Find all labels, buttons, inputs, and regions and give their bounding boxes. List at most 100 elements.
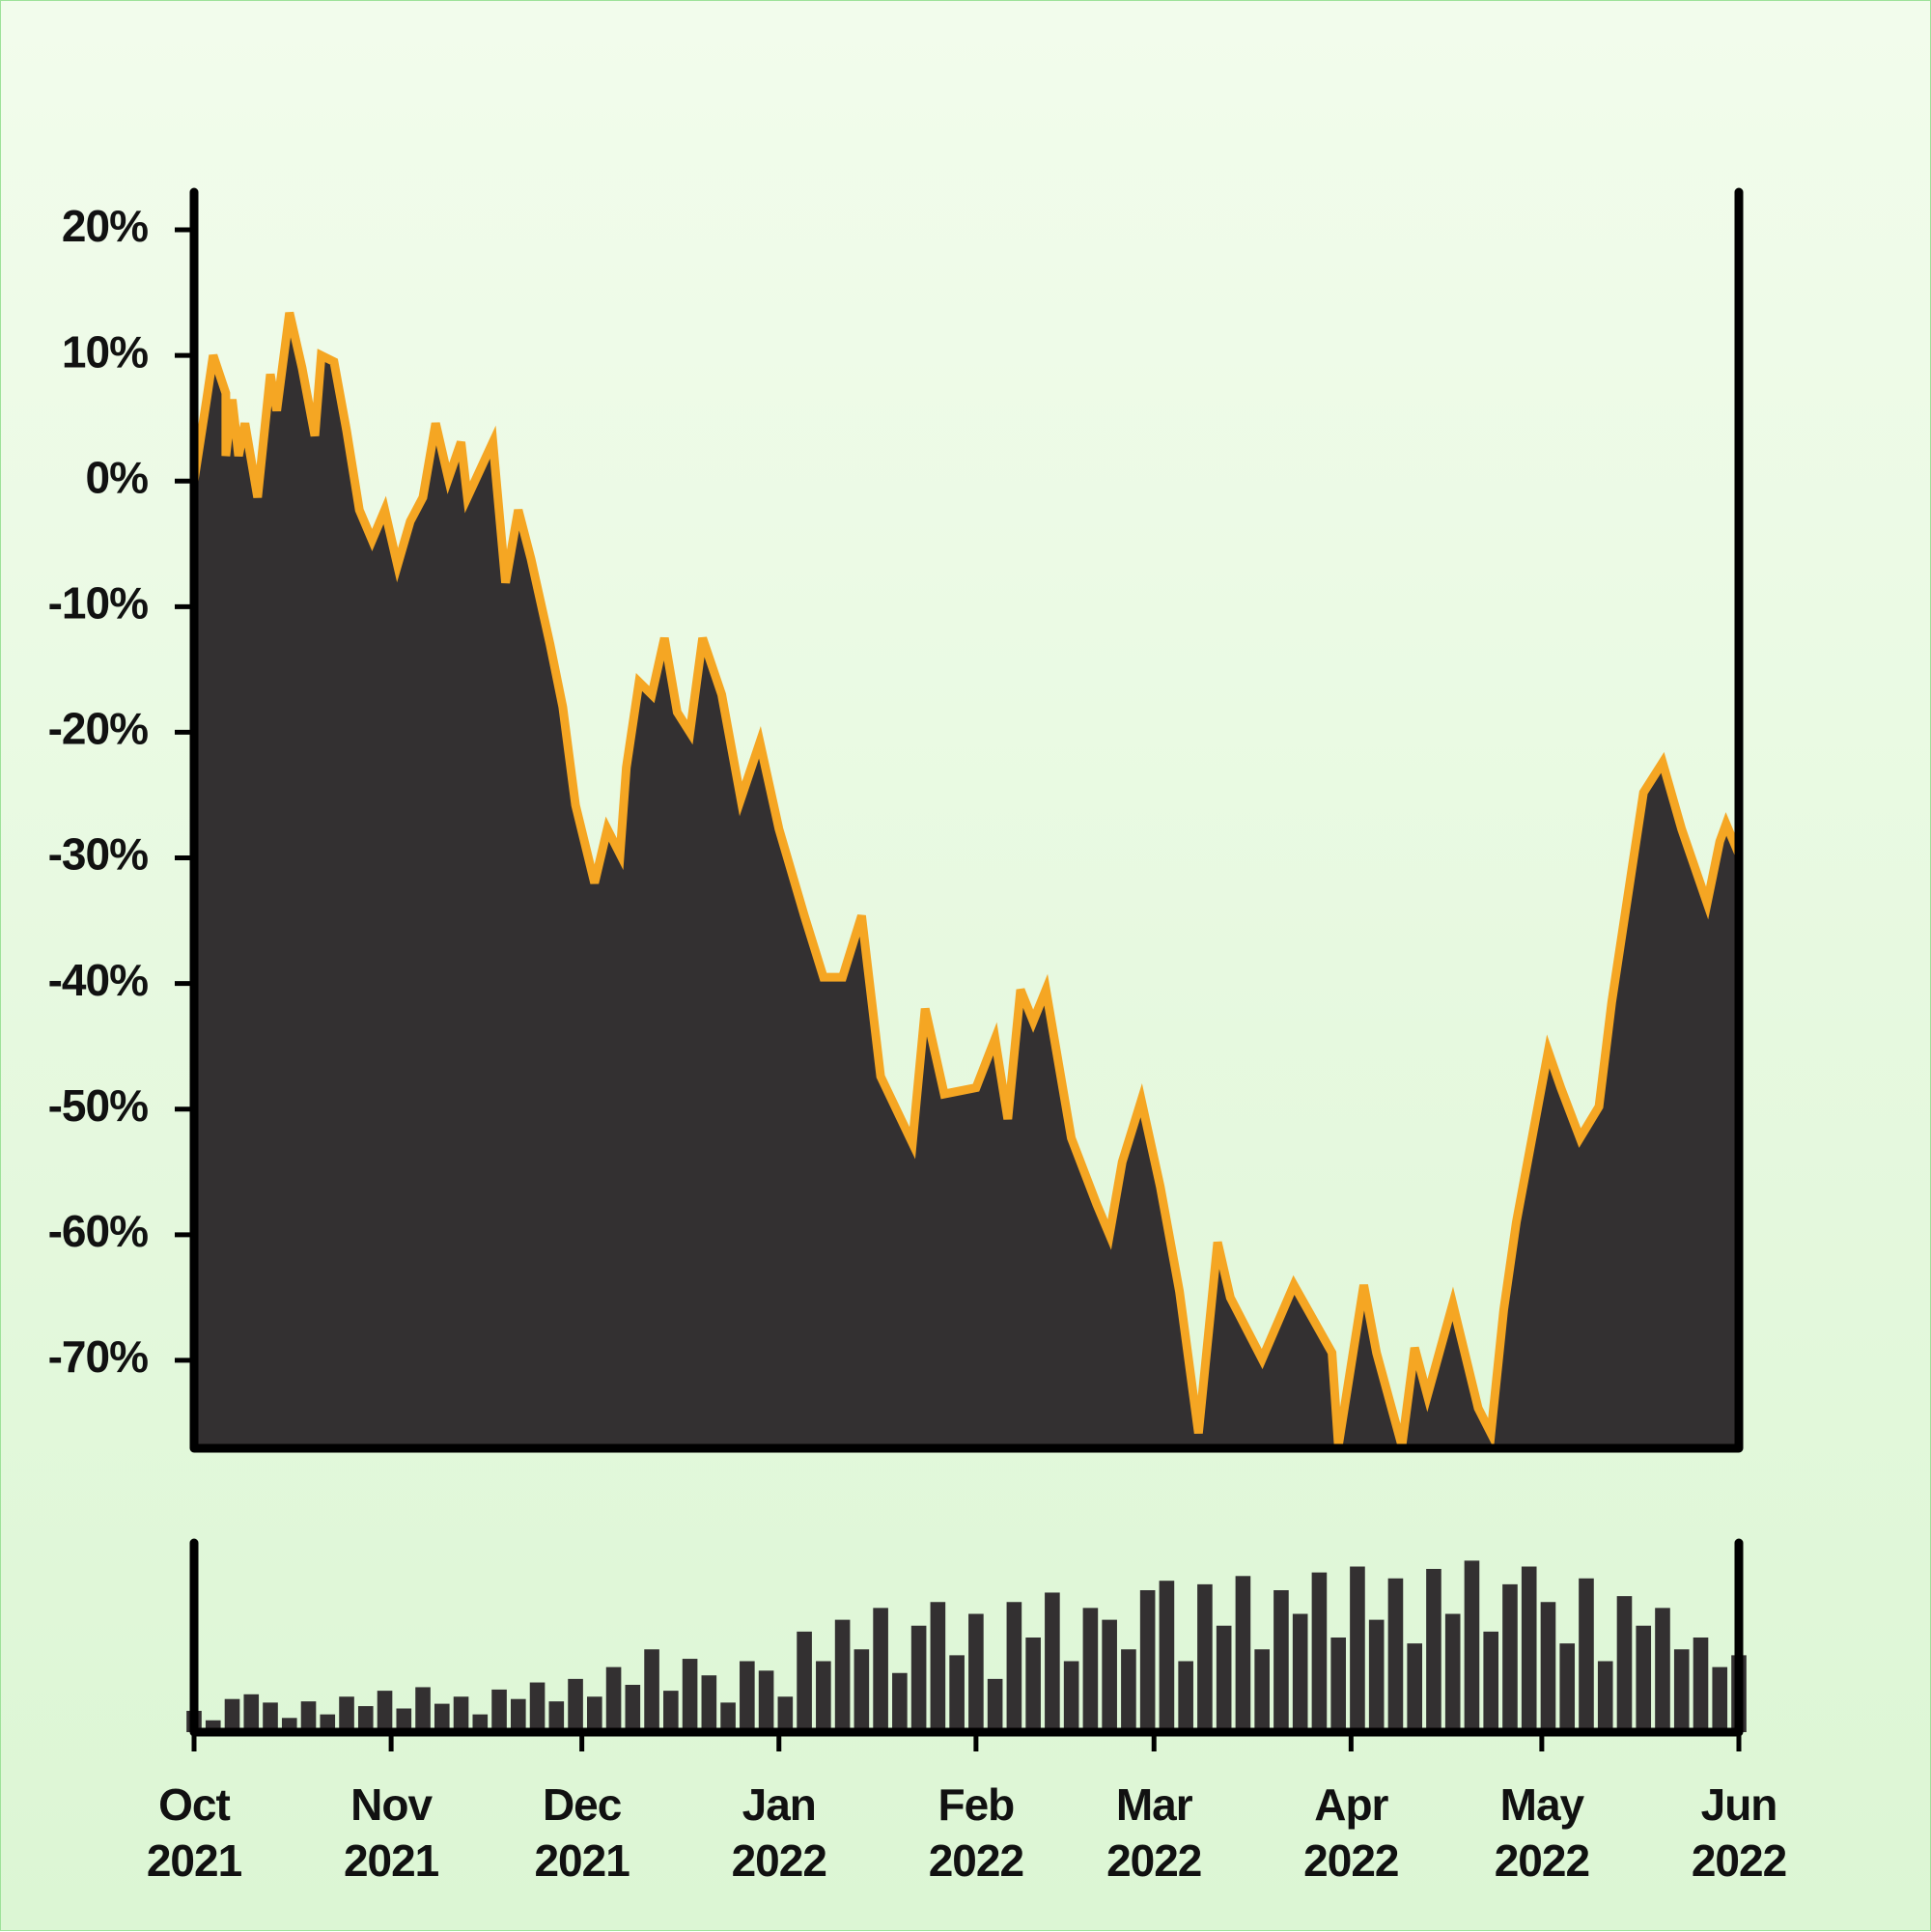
bar (357, 1706, 374, 1732)
x-tick-label: Oct 2021 (146, 1779, 242, 1886)
bar (224, 1698, 240, 1732)
bar (453, 1696, 469, 1732)
bar (854, 1649, 870, 1732)
x-tick-label: Nov 2021 (343, 1779, 439, 1886)
bar (320, 1714, 336, 1732)
line (189, 311, 1744, 1449)
bar (1197, 1583, 1213, 1732)
bar (1597, 1661, 1613, 1732)
y-tick-label: 0% (86, 452, 149, 502)
bar (587, 1696, 602, 1732)
bar (720, 1702, 736, 1732)
bar (263, 1702, 278, 1732)
bar (625, 1685, 641, 1732)
bar (682, 1659, 698, 1732)
bar (1540, 1602, 1556, 1732)
bar (472, 1714, 489, 1732)
x-tick-label: Feb 2022 (928, 1779, 1024, 1886)
bar (1502, 1583, 1518, 1732)
bar (1082, 1608, 1099, 1732)
bar (1121, 1649, 1136, 1732)
bar (1063, 1661, 1079, 1732)
bar (949, 1655, 965, 1732)
bar (777, 1696, 794, 1732)
x-tick-label: Jun 2022 (1691, 1779, 1787, 1886)
bar (816, 1661, 831, 1732)
x-tick-label: Mar 2022 (1106, 1779, 1202, 1886)
bar (1311, 1572, 1328, 1732)
bar (510, 1698, 526, 1732)
bar (1045, 1592, 1060, 1732)
bar (1387, 1578, 1404, 1732)
x-tick-label: Apr 2022 (1303, 1779, 1399, 1886)
bar (339, 1696, 354, 1732)
bar (568, 1678, 583, 1732)
bar (1464, 1560, 1480, 1732)
bar (968, 1613, 984, 1732)
bar (1444, 1613, 1461, 1732)
bar (491, 1689, 507, 1732)
bar (377, 1691, 393, 1732)
bar (701, 1675, 717, 1732)
bar (987, 1678, 1003, 1732)
bar (1521, 1566, 1537, 1732)
bar (1139, 1590, 1156, 1732)
bar (1178, 1661, 1193, 1732)
bar (1483, 1631, 1499, 1732)
bar (758, 1670, 774, 1732)
bar (1368, 1619, 1385, 1732)
y-tick-label: -40% (48, 955, 148, 1005)
bar (834, 1619, 851, 1732)
bar (1159, 1581, 1175, 1732)
x-tick-label: May 2022 (1494, 1779, 1590, 1886)
bar (243, 1694, 260, 1732)
bar (910, 1625, 927, 1732)
y-tick-label: 10% (62, 326, 148, 377)
y-tick-label: -60% (48, 1206, 148, 1256)
y-tick-label: 20% (62, 201, 148, 251)
area-fill (194, 312, 1739, 1448)
bar (873, 1608, 888, 1732)
bar (529, 1682, 546, 1732)
y-tick-label: -30% (48, 829, 148, 880)
bar (1407, 1643, 1423, 1732)
bar (396, 1708, 412, 1732)
bar (605, 1666, 622, 1732)
bar (1006, 1602, 1022, 1732)
bar (892, 1672, 908, 1732)
bar (1579, 1578, 1594, 1732)
x-tick-label: Jan 2022 (731, 1779, 827, 1886)
axis-spine (189, 187, 1744, 1453)
bar (1426, 1568, 1441, 1732)
bar (1350, 1566, 1365, 1732)
bar (797, 1631, 812, 1732)
y-tick-label: -10% (48, 577, 148, 628)
bar (1292, 1613, 1308, 1732)
bar (1273, 1590, 1289, 1732)
bar (1102, 1619, 1117, 1732)
y-tick-label: -70% (48, 1331, 148, 1382)
bar (415, 1687, 431, 1732)
bar (1330, 1638, 1346, 1732)
bar (1616, 1596, 1633, 1732)
bar (300, 1701, 317, 1732)
bar (663, 1691, 679, 1732)
bar (740, 1661, 755, 1732)
y-tick-label: -20% (48, 704, 148, 754)
bar (644, 1649, 659, 1732)
bar (1254, 1649, 1270, 1732)
bar (1673, 1649, 1690, 1732)
bar (434, 1703, 450, 1732)
bar (930, 1602, 946, 1732)
bar (1559, 1643, 1576, 1732)
bar (1693, 1638, 1709, 1732)
bar (1235, 1576, 1251, 1732)
bar (1216, 1625, 1232, 1732)
x-tick-label: Dec 2021 (534, 1779, 630, 1886)
y-tick-label: -50% (48, 1080, 148, 1131)
bar (1025, 1638, 1041, 1732)
bar (548, 1701, 565, 1732)
axis-spine (189, 1538, 1744, 1737)
